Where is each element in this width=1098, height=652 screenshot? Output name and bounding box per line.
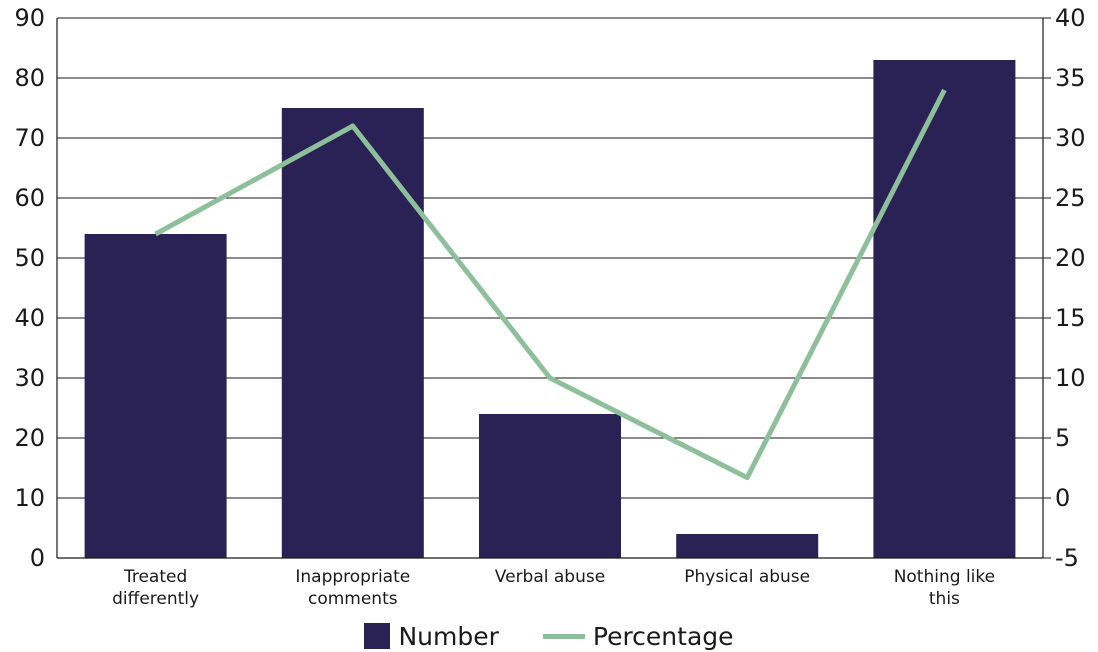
left-tick-label: 40 <box>14 304 45 332</box>
right-tick-label: 0 <box>1055 484 1070 512</box>
category-label: Treated differently <box>112 567 199 609</box>
legend-swatch-line <box>542 633 585 639</box>
right-tick-label: 20 <box>1055 244 1086 272</box>
bar <box>281 108 424 558</box>
legend-item-percentage: Percentage <box>542 621 734 651</box>
right-tick-label: 40 <box>1055 4 1086 32</box>
bar <box>873 60 1016 558</box>
category-label: Physical abuse <box>684 567 810 587</box>
axes <box>56 17 1051 559</box>
right-tick-label: -5 <box>1055 544 1079 572</box>
category-label: Inappropriate comments <box>295 567 410 609</box>
legend-item-number: Number <box>364 621 499 651</box>
left-tick-label: 90 <box>14 4 45 32</box>
bar <box>84 234 227 558</box>
left-tick-label: 50 <box>14 244 45 272</box>
right-tick-label: 30 <box>1055 124 1086 152</box>
left-tick-label: 0 <box>30 544 45 572</box>
bar-series <box>84 60 1016 558</box>
axis-labels: 0 10 20 30 40 50 60 70 80 90 -5 0 5 10 15 20 25 30 35 40 Tre… <box>14 4 1085 609</box>
chart: 0 10 20 30 40 50 60 70 80 90 -5 0 5 10 15 20 25 30 35 40 Tre… <box>14 4 1085 609</box>
left-tick-label: 10 <box>14 484 45 512</box>
left-tick-label: 30 <box>14 364 45 392</box>
right-tick-label: 25 <box>1055 184 1086 212</box>
right-tick-label: 5 <box>1055 424 1070 452</box>
left-tick-label: 60 <box>14 184 45 212</box>
legend-swatch-bar <box>364 623 391 649</box>
left-tick-label: 20 <box>14 424 45 452</box>
line-series <box>154 88 947 481</box>
right-tick-label: 10 <box>1055 364 1086 392</box>
legend-label-number: Number <box>398 621 499 651</box>
right-tick-label: 15 <box>1055 304 1086 332</box>
percentage-line <box>154 88 947 481</box>
left-tick-label: 80 <box>14 64 45 92</box>
right-tick-label: 35 <box>1055 64 1086 92</box>
category-label: Verbal abuse <box>495 567 605 587</box>
bar <box>676 534 819 558</box>
legend-label-percentage: Percentage <box>592 621 734 651</box>
category-label: Nothing like this <box>894 567 995 609</box>
bar <box>479 414 621 558</box>
left-tick-label: 70 <box>14 124 45 152</box>
legend: Number Percentage <box>0 620 1098 652</box>
